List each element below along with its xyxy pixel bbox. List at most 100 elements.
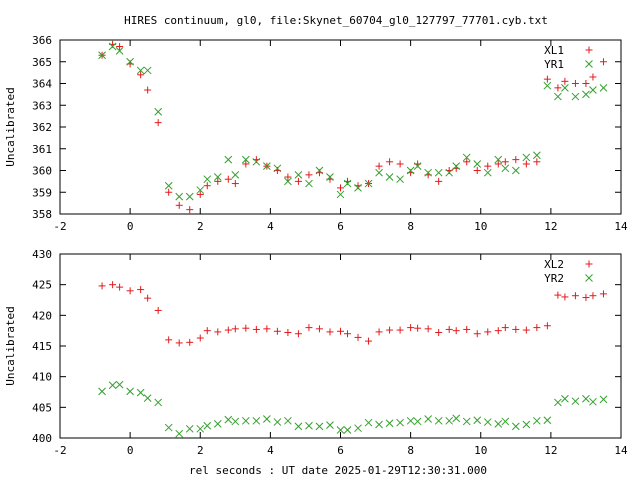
data-point	[98, 51, 106, 60]
data-point	[284, 173, 292, 181]
data-point	[407, 324, 415, 332]
data-point	[413, 417, 422, 426]
data-point	[512, 325, 520, 333]
data-point	[396, 160, 404, 168]
x-tick-label: 14	[614, 444, 628, 457]
data-point	[484, 328, 492, 336]
data-point	[116, 283, 124, 291]
data-point	[354, 184, 362, 192]
legend-label: XL2	[544, 258, 564, 271]
data-point	[571, 397, 580, 406]
data-point	[445, 325, 453, 333]
data-point	[494, 160, 502, 168]
data-point	[561, 293, 569, 301]
data-point	[263, 415, 271, 423]
data-point	[203, 421, 212, 430]
data-point	[143, 66, 152, 75]
data-point	[494, 327, 502, 335]
data-point	[554, 398, 562, 407]
data-point	[98, 387, 106, 396]
data-point	[511, 422, 520, 431]
y-tick-label: 405	[32, 401, 52, 414]
data-point	[483, 168, 492, 177]
data-point	[463, 158, 471, 166]
data-point	[396, 175, 404, 184]
y-tick-label: 366	[32, 34, 52, 47]
series-xl1	[98, 40, 607, 214]
legend-label: YR2	[544, 272, 564, 285]
y-tick-label: 363	[32, 99, 52, 112]
data-point	[473, 330, 481, 338]
data-point	[224, 175, 232, 183]
data-point	[252, 157, 261, 166]
data-point	[326, 421, 334, 429]
data-point	[473, 416, 482, 425]
data-point	[522, 160, 530, 168]
data-point	[284, 177, 292, 186]
data-point	[315, 422, 324, 431]
data-point	[315, 166, 324, 175]
data-point	[241, 416, 250, 425]
data-point	[543, 416, 552, 425]
data-point	[435, 329, 443, 337]
x-tick-label: 8	[407, 220, 414, 233]
x-tick-label: 10	[474, 444, 487, 457]
data-point	[108, 42, 117, 51]
data-point	[512, 156, 520, 164]
x-tick-label: 12	[544, 444, 557, 457]
data-point	[561, 77, 569, 85]
data-point	[305, 324, 313, 332]
data-point	[561, 394, 569, 403]
data-point	[224, 155, 233, 164]
data-point	[364, 179, 373, 188]
data-point	[396, 418, 404, 427]
data-point	[494, 155, 503, 164]
data-point	[126, 287, 134, 295]
y-tick-label: 361	[32, 143, 52, 156]
data-point	[386, 158, 394, 166]
x-tick-label: 10	[474, 220, 487, 233]
data-point	[231, 325, 239, 333]
data-point	[242, 324, 250, 332]
data-point	[115, 47, 124, 55]
data-point	[599, 290, 607, 298]
data-point	[175, 192, 184, 201]
data-point	[396, 326, 404, 334]
data-point	[273, 327, 281, 335]
data-point	[364, 418, 373, 427]
data-point	[375, 168, 383, 177]
data-point	[452, 414, 461, 423]
panel-top: Uncalibrated -2 0 2 4 6 8 10 12 14 358 359 360 361 36…	[4, 34, 628, 233]
data-point	[154, 119, 162, 127]
data-point	[98, 282, 106, 290]
data-point	[582, 80, 590, 87]
data-point	[406, 166, 415, 175]
data-point	[571, 92, 580, 101]
data-point	[326, 173, 334, 181]
data-point	[501, 417, 510, 426]
data-point	[263, 325, 271, 333]
data-point	[326, 328, 334, 336]
data-point	[386, 326, 394, 334]
x-tick-label: 8	[407, 444, 414, 457]
data-point	[354, 333, 362, 341]
data-point	[599, 58, 607, 66]
data-point	[533, 324, 541, 332]
data-point	[126, 57, 134, 66]
data-point	[137, 71, 145, 79]
data-point	[305, 421, 313, 430]
x-tick-label: 14	[614, 220, 628, 233]
data-point	[365, 337, 373, 345]
x-tick-label: 4	[267, 444, 274, 457]
data-point	[196, 186, 205, 194]
data-point	[511, 166, 520, 175]
data-point	[589, 86, 597, 94]
y-tick-label: 430	[32, 248, 52, 261]
y-axis-label-top: Uncalibrated	[4, 87, 17, 166]
data-point	[494, 420, 503, 428]
data-point	[263, 162, 271, 171]
data-point	[337, 327, 344, 335]
data-point	[164, 423, 173, 432]
data-point	[385, 173, 394, 181]
data-point	[344, 330, 352, 338]
